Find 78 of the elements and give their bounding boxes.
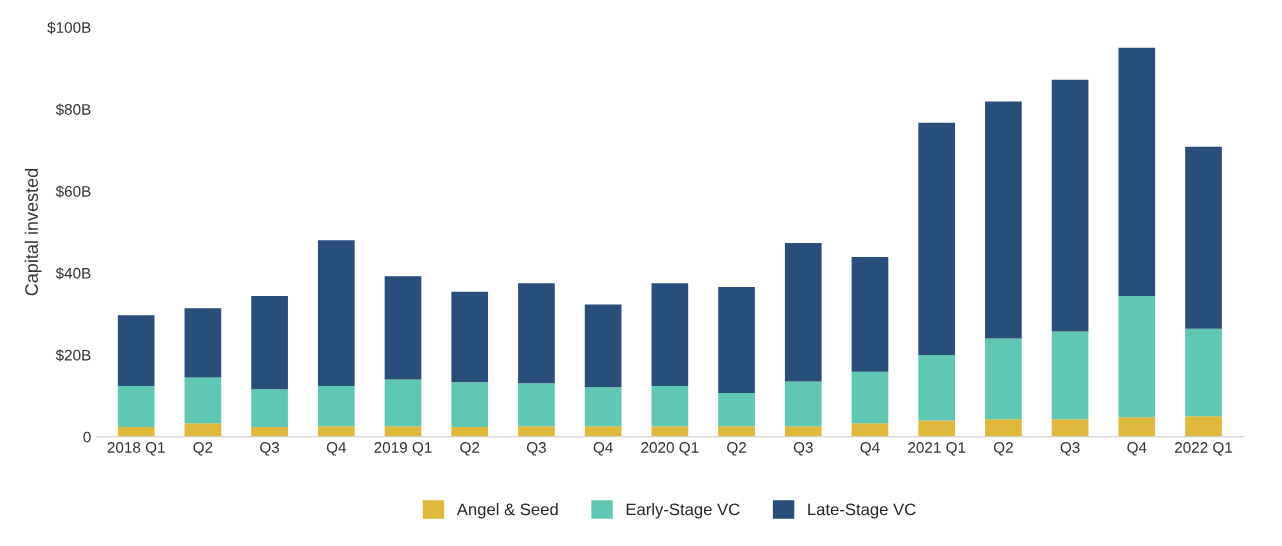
bar xyxy=(718,426,755,437)
bar xyxy=(651,426,689,437)
bar xyxy=(851,371,889,424)
bar xyxy=(184,423,222,437)
bar xyxy=(851,423,889,437)
bar xyxy=(651,386,689,427)
x-tick-label: Q2 xyxy=(993,442,1013,456)
bar xyxy=(584,304,622,388)
x-tick-label: 2022 Q1 xyxy=(1174,442,1233,456)
bar xyxy=(651,283,689,387)
bar xyxy=(1185,328,1222,417)
bar xyxy=(518,383,555,427)
bar xyxy=(784,243,822,382)
bar xyxy=(918,420,956,437)
bar xyxy=(317,426,355,437)
bar xyxy=(1185,146,1222,329)
bar xyxy=(117,315,155,387)
y-tick-label: $80B xyxy=(55,103,91,116)
x-tick-label: 2020 Q1 xyxy=(641,442,699,456)
bar xyxy=(1118,47,1156,296)
x-tick-label: Q2 xyxy=(727,442,746,456)
bar xyxy=(251,389,288,427)
bar xyxy=(584,426,622,437)
legend-label: Early-Stage VC xyxy=(626,503,740,519)
bar xyxy=(918,354,956,421)
x-tick-label: 2019 Q1 xyxy=(374,442,432,456)
x-tick-label: Q3 xyxy=(1060,442,1080,456)
bar xyxy=(251,295,288,390)
bar xyxy=(918,122,956,355)
bar xyxy=(718,392,755,427)
bar xyxy=(384,379,422,427)
bar xyxy=(1185,416,1222,437)
legend-label: Late-Stage VC xyxy=(808,503,916,519)
bar xyxy=(1051,419,1089,437)
x-tick-label: Q4 xyxy=(860,442,880,456)
y-tick-label: $40B xyxy=(55,267,91,280)
bar xyxy=(184,377,222,424)
bar xyxy=(317,386,355,427)
x-tick-label: Q2 xyxy=(193,442,213,456)
bar xyxy=(985,419,1022,437)
bar xyxy=(317,240,355,387)
x-tick-label: Q4 xyxy=(1127,442,1147,456)
bar xyxy=(451,382,489,427)
bar xyxy=(718,286,755,393)
x-tick-label: Q4 xyxy=(593,442,613,456)
bar xyxy=(251,426,288,437)
x-tick-label: Q3 xyxy=(260,442,280,456)
x-tick-label: Q4 xyxy=(326,442,347,456)
bar xyxy=(1051,331,1089,420)
bar xyxy=(451,426,489,437)
bar xyxy=(584,387,622,427)
x-tick-label: 2021 Q1 xyxy=(908,442,966,456)
bar xyxy=(985,338,1022,420)
y-axis-title: Capital invested xyxy=(24,168,42,296)
bar xyxy=(1118,417,1156,437)
bar xyxy=(784,381,822,427)
legend-label: Angel & Seed xyxy=(456,503,558,519)
bar xyxy=(184,308,222,378)
bar xyxy=(784,426,822,437)
bar xyxy=(985,101,1022,339)
bar xyxy=(384,276,422,380)
y-tick-label: $60B xyxy=(55,185,91,198)
bar xyxy=(518,283,555,384)
x-tick-label: 2018 Q1 xyxy=(107,442,165,456)
bar xyxy=(851,257,889,372)
bar xyxy=(384,426,422,437)
x-tick-label: Q3 xyxy=(793,442,813,456)
bar xyxy=(117,426,155,437)
y-tick-label: 0 xyxy=(83,431,91,443)
bar xyxy=(451,291,489,383)
bar xyxy=(117,386,155,427)
x-tick-label: Q3 xyxy=(526,442,546,456)
x-tick-label: Q2 xyxy=(460,442,480,456)
bar xyxy=(518,426,555,437)
bar xyxy=(1051,79,1089,332)
y-tick-label: $20B xyxy=(55,349,91,362)
bar xyxy=(1118,295,1156,418)
y-tick-label: $100B xyxy=(47,21,91,34)
